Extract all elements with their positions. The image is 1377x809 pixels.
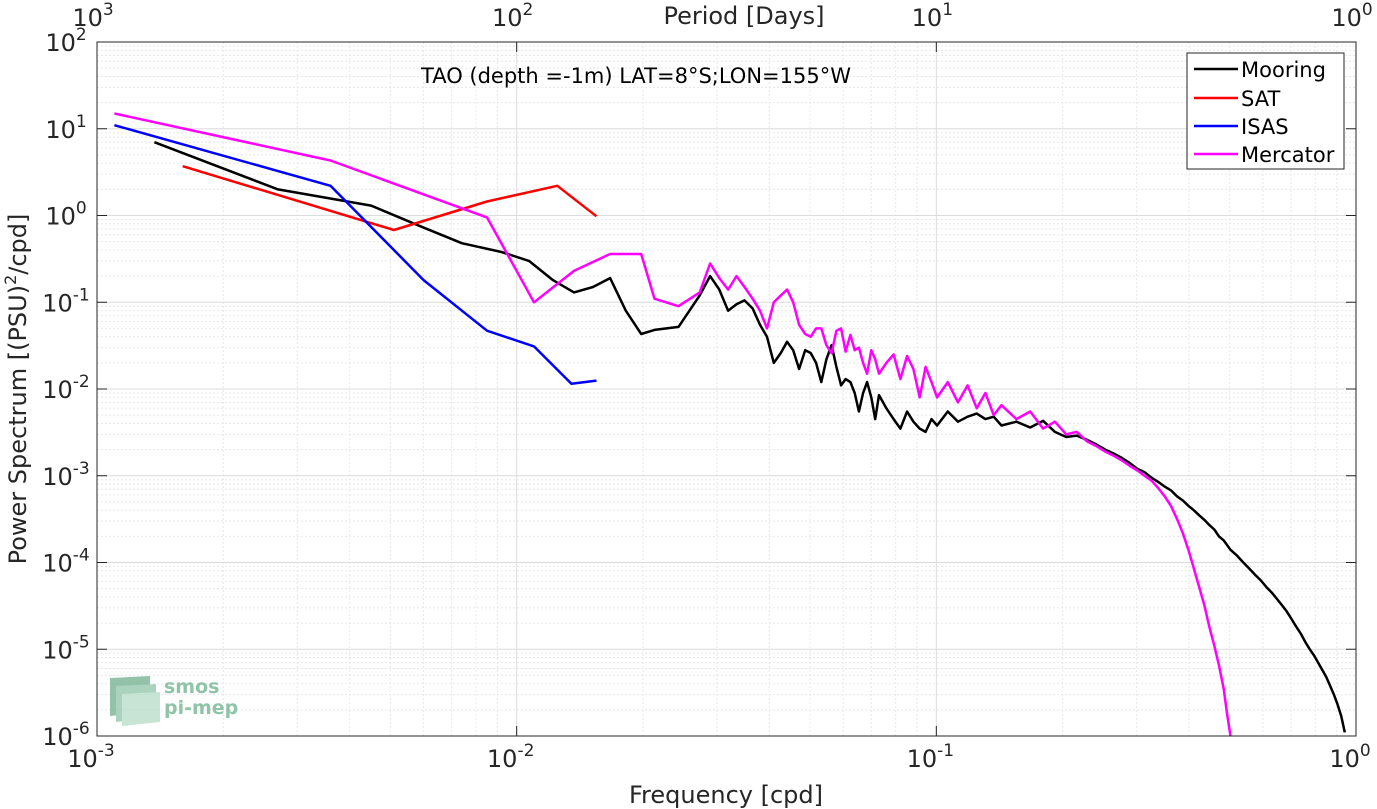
y-tick-label: 102 xyxy=(45,25,86,57)
legend-label-mercator: Mercator xyxy=(1241,143,1335,167)
legend-label-sat: SAT xyxy=(1241,87,1280,111)
legend: Mooring SAT ISAS Mercator xyxy=(1186,52,1345,170)
y-axis-label-main: Power Spectrum [(PSU) xyxy=(4,285,32,564)
grid xyxy=(96,42,1356,737)
smos-pi-mep-logo: smos pi-mep xyxy=(110,676,238,726)
x2-tick-label: 102 xyxy=(492,0,533,32)
y-axis-label: Power Spectrum [(PSU)2/cpd] xyxy=(1,214,32,565)
top-axis-label: Period [Days] xyxy=(663,2,824,30)
y-axis-label-end: /cpd] xyxy=(4,214,32,275)
x-axis-label: Frequency [cpd] xyxy=(629,781,823,809)
y-axis-label-superscript: 2 xyxy=(1,275,20,285)
x2-tick-label: 103 xyxy=(72,0,113,32)
y-tick-label: 10-2 xyxy=(42,372,90,404)
y-tick-label: 10-5 xyxy=(42,632,90,664)
x-tick-label: 100 xyxy=(1329,741,1370,773)
y-tick-label: 10-1 xyxy=(42,285,90,317)
legend-label-mooring: Mooring xyxy=(1241,58,1326,82)
x-tick-label: 10-2 xyxy=(487,741,534,773)
series-line-sat xyxy=(182,165,598,232)
legend-label-isas: ISAS xyxy=(1241,115,1289,139)
y-tick-label: 100 xyxy=(45,199,86,231)
y-tick-label: 10-4 xyxy=(42,546,90,578)
x-tick-label: 10-3 xyxy=(67,741,115,773)
series-lines xyxy=(114,112,1347,737)
x2-tick-label: 101 xyxy=(912,0,953,32)
logo-text-smos: smos xyxy=(164,676,219,698)
series-line-isas xyxy=(114,123,597,385)
y-tick-label: 10-3 xyxy=(42,459,90,491)
series-line-mercator xyxy=(114,112,1232,737)
y-tick-label: 10-6 xyxy=(42,719,90,751)
series-line-mooring xyxy=(153,141,1347,733)
x-tick-label: 10-1 xyxy=(907,741,955,773)
x2-tick-label: 100 xyxy=(1331,0,1372,32)
logo-text-pi-mep: pi-mep xyxy=(164,697,238,719)
y-tick-label: 101 xyxy=(45,112,86,144)
legend-box xyxy=(1186,52,1345,170)
chart-title: TAO (depth =-1m) LAT=8°S;LON=155°W xyxy=(420,64,851,88)
